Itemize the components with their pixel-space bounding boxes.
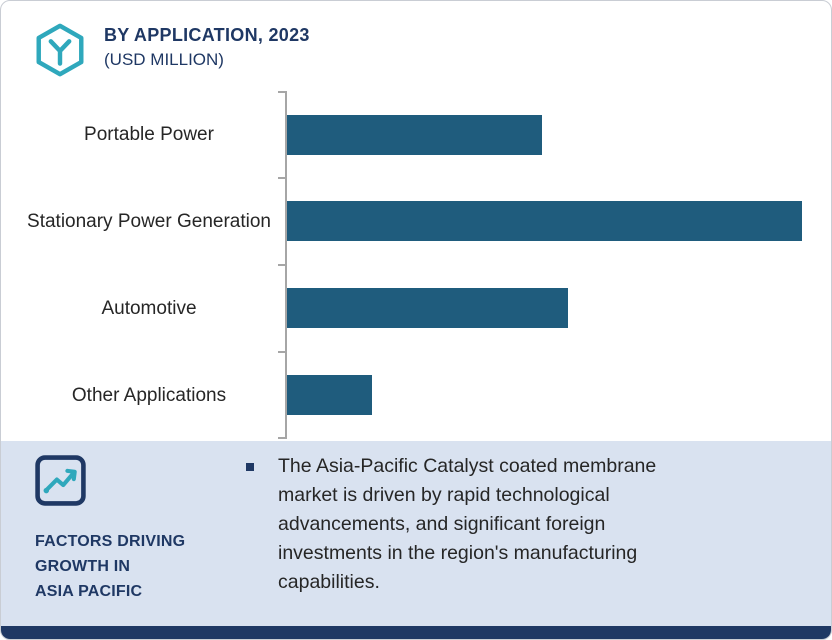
axis-tick (278, 437, 285, 439)
category-label-portable-power: Portable Power (84, 123, 214, 145)
footer-heading: FACTORS DRIVING GROWTH IN ASIA PACIFIC (35, 533, 186, 600)
bar-portable-power (287, 115, 542, 155)
bottom-accent-strip (1, 626, 831, 639)
category-label-other-applications: Other Applications (71, 384, 227, 406)
axis-tick (278, 177, 285, 179)
bar-other-applications (287, 375, 372, 415)
chart-title: BY APPLICATION, 2023 (104, 25, 310, 45)
axis-tick (278, 91, 285, 93)
footer-bullet-text: The Asia-Pacific Catalyst coated membran… (278, 455, 657, 593)
hexagon-molecule-icon (36, 23, 84, 77)
line-chart-icon (35, 455, 86, 506)
bar-stationary-power (287, 201, 802, 241)
chart-title-block: BY APPLICATION, 2023 (USD MILLION) (104, 21, 310, 70)
chart-subtitle: (USD MILLION) (104, 50, 224, 69)
footer-panel: FACTORS DRIVING GROWTH IN ASIA PACIFIC T… (1, 441, 831, 626)
bar-automotive (287, 288, 568, 328)
chart-header: BY APPLICATION, 2023 (USD MILLION) (31, 21, 310, 79)
bullet-marker (246, 463, 254, 471)
axis-tick (278, 351, 285, 353)
axis-tick (278, 264, 285, 266)
category-label-automotive: Automotive (101, 297, 197, 319)
category-label-stationary-power: Stationary Power Generation (27, 210, 271, 232)
y-axis-line (278, 91, 287, 439)
